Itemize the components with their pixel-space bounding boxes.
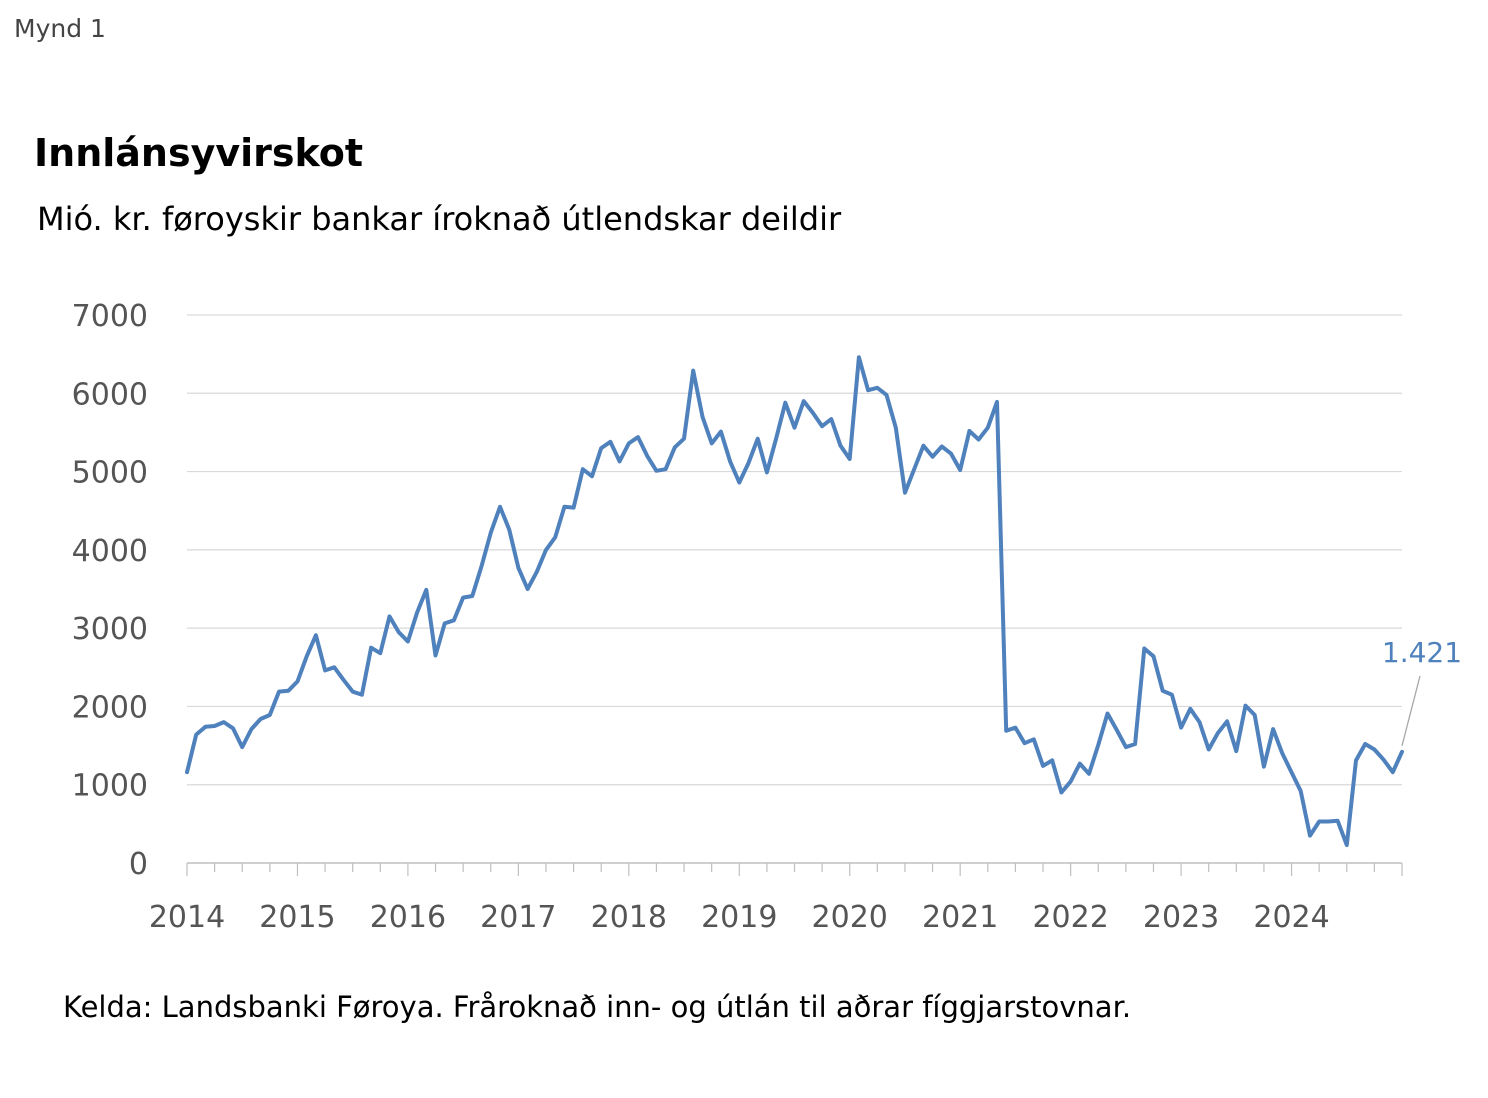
x-tick-label: 2019 xyxy=(701,900,777,935)
x-tick-label: 2017 xyxy=(480,900,556,935)
x-axis-ticks: 2014 2015 2016 2017 2018 2019 2020 2021 2022 2023… xyxy=(149,900,1330,935)
x-tick-label: 2015 xyxy=(259,900,335,935)
x-tick-label: 2018 xyxy=(591,900,667,935)
series xyxy=(185,355,1404,847)
annotation-leader-line xyxy=(1401,675,1421,746)
y-tick-label: 2000 xyxy=(72,690,148,725)
gridlines xyxy=(187,314,1402,786)
x-tick-label: 2021 xyxy=(922,900,998,935)
series-line xyxy=(185,355,1404,847)
y-axis-ticks: 0 1000 2000 3000 4000 5000 6000 7000 xyxy=(72,299,148,882)
x-tick-label: 2022 xyxy=(1032,900,1108,935)
last-value-label: 1.421 xyxy=(1382,636,1462,669)
y-tick-label: 5000 xyxy=(72,456,148,491)
chart-subtitle: Mió. kr. føroyskir bankar íroknað útlend… xyxy=(37,200,842,238)
chart-title: Innlánsyvirskot xyxy=(34,131,364,175)
y-tick-label: 1000 xyxy=(72,769,148,804)
y-tick-label: 0 xyxy=(129,847,148,882)
x-tick-label: 2023 xyxy=(1143,900,1219,935)
x-axis xyxy=(186,862,1403,876)
x-tick-label: 2016 xyxy=(370,900,446,935)
source-note: Kelda: Landsbanki Føroya. Fråroknað inn-… xyxy=(63,990,1132,1024)
figure-label: Mynd 1 xyxy=(14,14,106,43)
x-tick-label: 2014 xyxy=(149,900,225,935)
x-tick-label: 2024 xyxy=(1253,900,1329,935)
y-tick-label: 4000 xyxy=(72,534,148,569)
x-tick-label: 2020 xyxy=(812,900,888,935)
y-tick-label: 3000 xyxy=(72,612,148,647)
y-tick-label: 7000 xyxy=(72,299,148,334)
y-tick-label: 6000 xyxy=(72,377,148,412)
annotations: 1.421 xyxy=(1382,636,1462,746)
